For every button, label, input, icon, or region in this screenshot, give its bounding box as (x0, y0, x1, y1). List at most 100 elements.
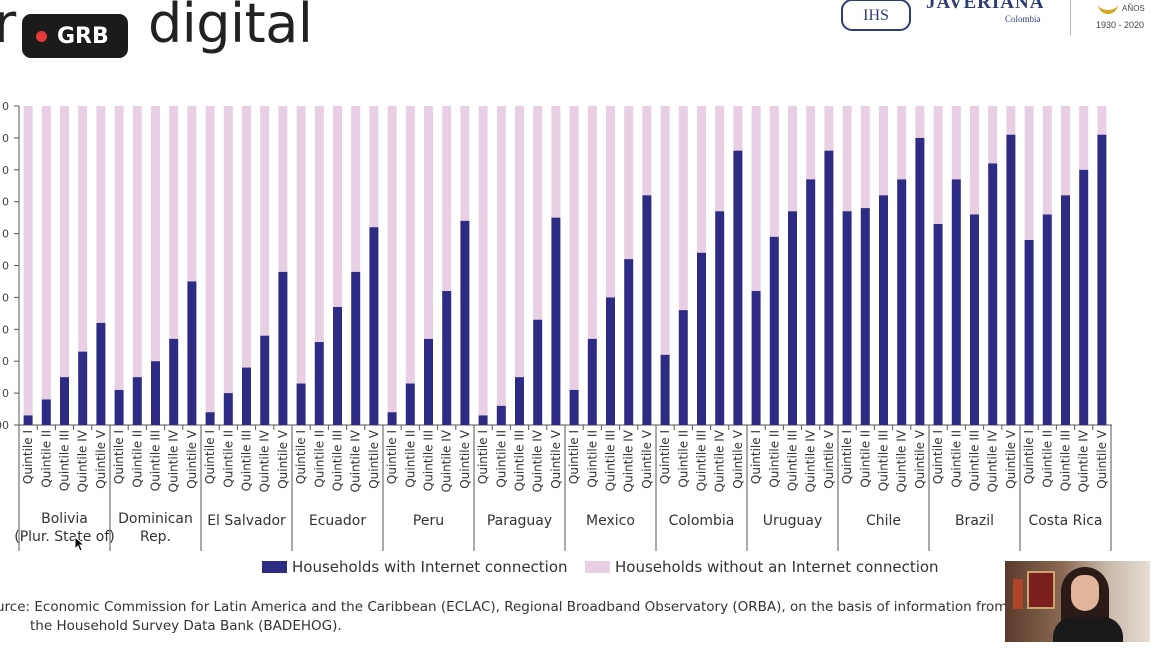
bar-with-internet (351, 271, 361, 425)
university-name: JAVERIANA (926, 0, 1045, 13)
country-label: Dominican Rep. (118, 511, 193, 545)
bar-with-internet (860, 208, 870, 425)
bar-with-internet (788, 211, 797, 425)
bar-without-internet (642, 106, 652, 196)
quintile-label: Quintile V (276, 429, 290, 489)
bar-with-internet (988, 163, 998, 426)
recording-badge-label: GRB (57, 23, 109, 49)
recording-badge[interactable]: GRB (22, 14, 128, 58)
bar-without-internet (788, 106, 797, 212)
quintile-label: Quintile IV (349, 429, 363, 492)
bar-without-internet (205, 106, 215, 413)
bar-with-internet (769, 236, 779, 425)
bar-without-internet (151, 106, 160, 362)
country-label: Peru (413, 513, 444, 529)
bar-without-internet (806, 106, 816, 180)
country-label: Brazil (955, 513, 994, 529)
bar-without-internet (387, 106, 397, 413)
quintile-label: Quintile I (840, 430, 854, 484)
bar-with-internet (715, 211, 725, 425)
bar-without-internet (1079, 106, 1089, 170)
bar-with-internet (151, 361, 160, 425)
quintile-label: Quintile V (640, 429, 654, 489)
quintile-label: Quintile II (312, 430, 326, 488)
anniversary-label: AÑOS (1122, 4, 1145, 13)
bar-with-internet (314, 342, 324, 425)
quintile-label: Quintile II (39, 430, 53, 488)
bar-with-internet (551, 217, 561, 425)
quintile-label: Quintile I (1022, 430, 1036, 484)
country-label: Bolivia (Plur. State of) (14, 511, 115, 545)
bar-with-internet (933, 224, 943, 425)
quintile-label: Quintile V (185, 429, 199, 489)
bar-without-internet (915, 106, 925, 138)
quintile-label: Quintile II (767, 430, 781, 488)
bar-without-internet (751, 106, 761, 292)
bar-with-internet (169, 338, 179, 425)
quintile-label: Quintile III (149, 430, 163, 491)
bar-with-internet (824, 150, 834, 425)
bar-with-internet (205, 412, 215, 425)
quintile-label: Quintile III (58, 430, 72, 491)
quintile-label: Quintile V (1095, 429, 1109, 489)
bar-with-internet (278, 271, 288, 425)
bar-without-internet (587, 106, 597, 339)
bar-without-internet (1097, 106, 1107, 135)
quintile-label: Quintile V (1004, 429, 1018, 489)
quintile-label: Quintile III (604, 430, 618, 491)
quintile-label: Quintile II (494, 430, 508, 488)
legend-label-without-internet: Households without an Internet connectio… (615, 558, 939, 576)
bar-with-internet (606, 297, 615, 425)
bar-with-internet (296, 383, 306, 425)
presenter-webcam[interactable] (1005, 561, 1150, 642)
university-country: Colombia (1005, 14, 1041, 24)
bar-without-internet (860, 106, 870, 209)
y-tick-label: 0 (2, 323, 9, 336)
slide-title-fragment-left: r (0, 0, 17, 55)
quintile-label: Quintile IV (76, 429, 90, 492)
slide-title: digital (148, 0, 313, 55)
quintile-label: Quintile III (877, 430, 891, 491)
bar-without-internet (769, 106, 779, 237)
legend-label-with-internet: Households with Internet connection (292, 558, 568, 576)
quintile-label: Quintile II (1040, 430, 1054, 488)
quintile-label: Quintile I (658, 430, 672, 484)
bar-with-internet (1061, 195, 1070, 425)
country-label: Mexico (586, 513, 635, 529)
bar-without-internet (1061, 106, 1070, 196)
bar-with-internet (751, 291, 761, 425)
bar-with-internet (405, 383, 415, 425)
bar-without-internet (1024, 106, 1034, 240)
country-label: Uruguay (763, 513, 823, 529)
bar-with-internet (96, 322, 106, 425)
quintile-label: Quintile V (94, 429, 108, 489)
bar-with-internet (78, 351, 88, 425)
bar-with-internet (496, 405, 506, 425)
quintile-label: Quintile III (422, 430, 436, 491)
quintile-label: Quintile IV (167, 429, 181, 492)
bar-with-internet (970, 214, 979, 425)
quintile-label: Quintile II (585, 430, 599, 488)
quintile-label: Quintile V (367, 429, 381, 489)
bar-with-internet (515, 377, 524, 425)
bar-with-internet (733, 150, 743, 425)
bar-without-internet (260, 106, 270, 336)
bar-with-internet (387, 412, 397, 425)
bar-without-internet (114, 106, 124, 390)
bar-without-internet (970, 106, 979, 215)
quintile-label: Quintile I (931, 430, 945, 484)
quintile-label: Quintile IV (531, 429, 545, 492)
quintile-label: Quintile II (949, 430, 963, 488)
bar-without-internet (988, 106, 998, 164)
y-tick-label: 00 (0, 419, 9, 432)
bar-without-internet (424, 106, 433, 339)
bar-without-internet (187, 106, 197, 282)
bar-without-internet (842, 106, 852, 212)
bar-with-internet (478, 415, 488, 425)
quintile-label: Quintile V (822, 429, 836, 489)
bar-without-internet (697, 106, 706, 253)
bar-without-internet (933, 106, 943, 225)
bar-without-internet (515, 106, 524, 378)
bar-with-internet (697, 252, 706, 425)
bar-without-internet (333, 106, 342, 307)
